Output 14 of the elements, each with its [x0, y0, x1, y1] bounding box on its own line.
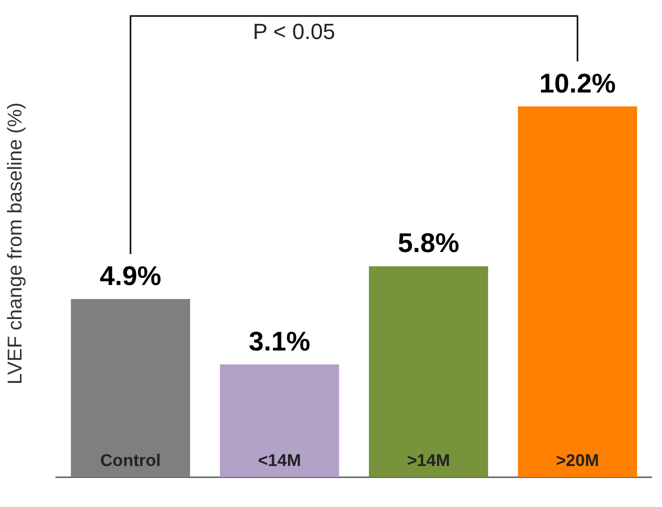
data-label: 3.1%: [248, 326, 310, 356]
data-label: 5.8%: [398, 228, 460, 258]
bar: [368, 266, 488, 477]
x-tick-label: Control: [100, 450, 161, 470]
y-axis-title: LVEF change from baseline (%): [4, 102, 27, 384]
bar: [70, 298, 190, 477]
bar: [220, 364, 340, 477]
x-tick-label: <14M: [258, 450, 301, 470]
data-label: 4.9%: [100, 260, 162, 291]
bar: [518, 106, 638, 477]
x-tick-label: >20M: [556, 450, 599, 470]
x-tick-label: >14M: [407, 450, 450, 470]
data-label: 10.2%: [539, 68, 616, 98]
text: P < 0.05: [252, 19, 336, 44]
